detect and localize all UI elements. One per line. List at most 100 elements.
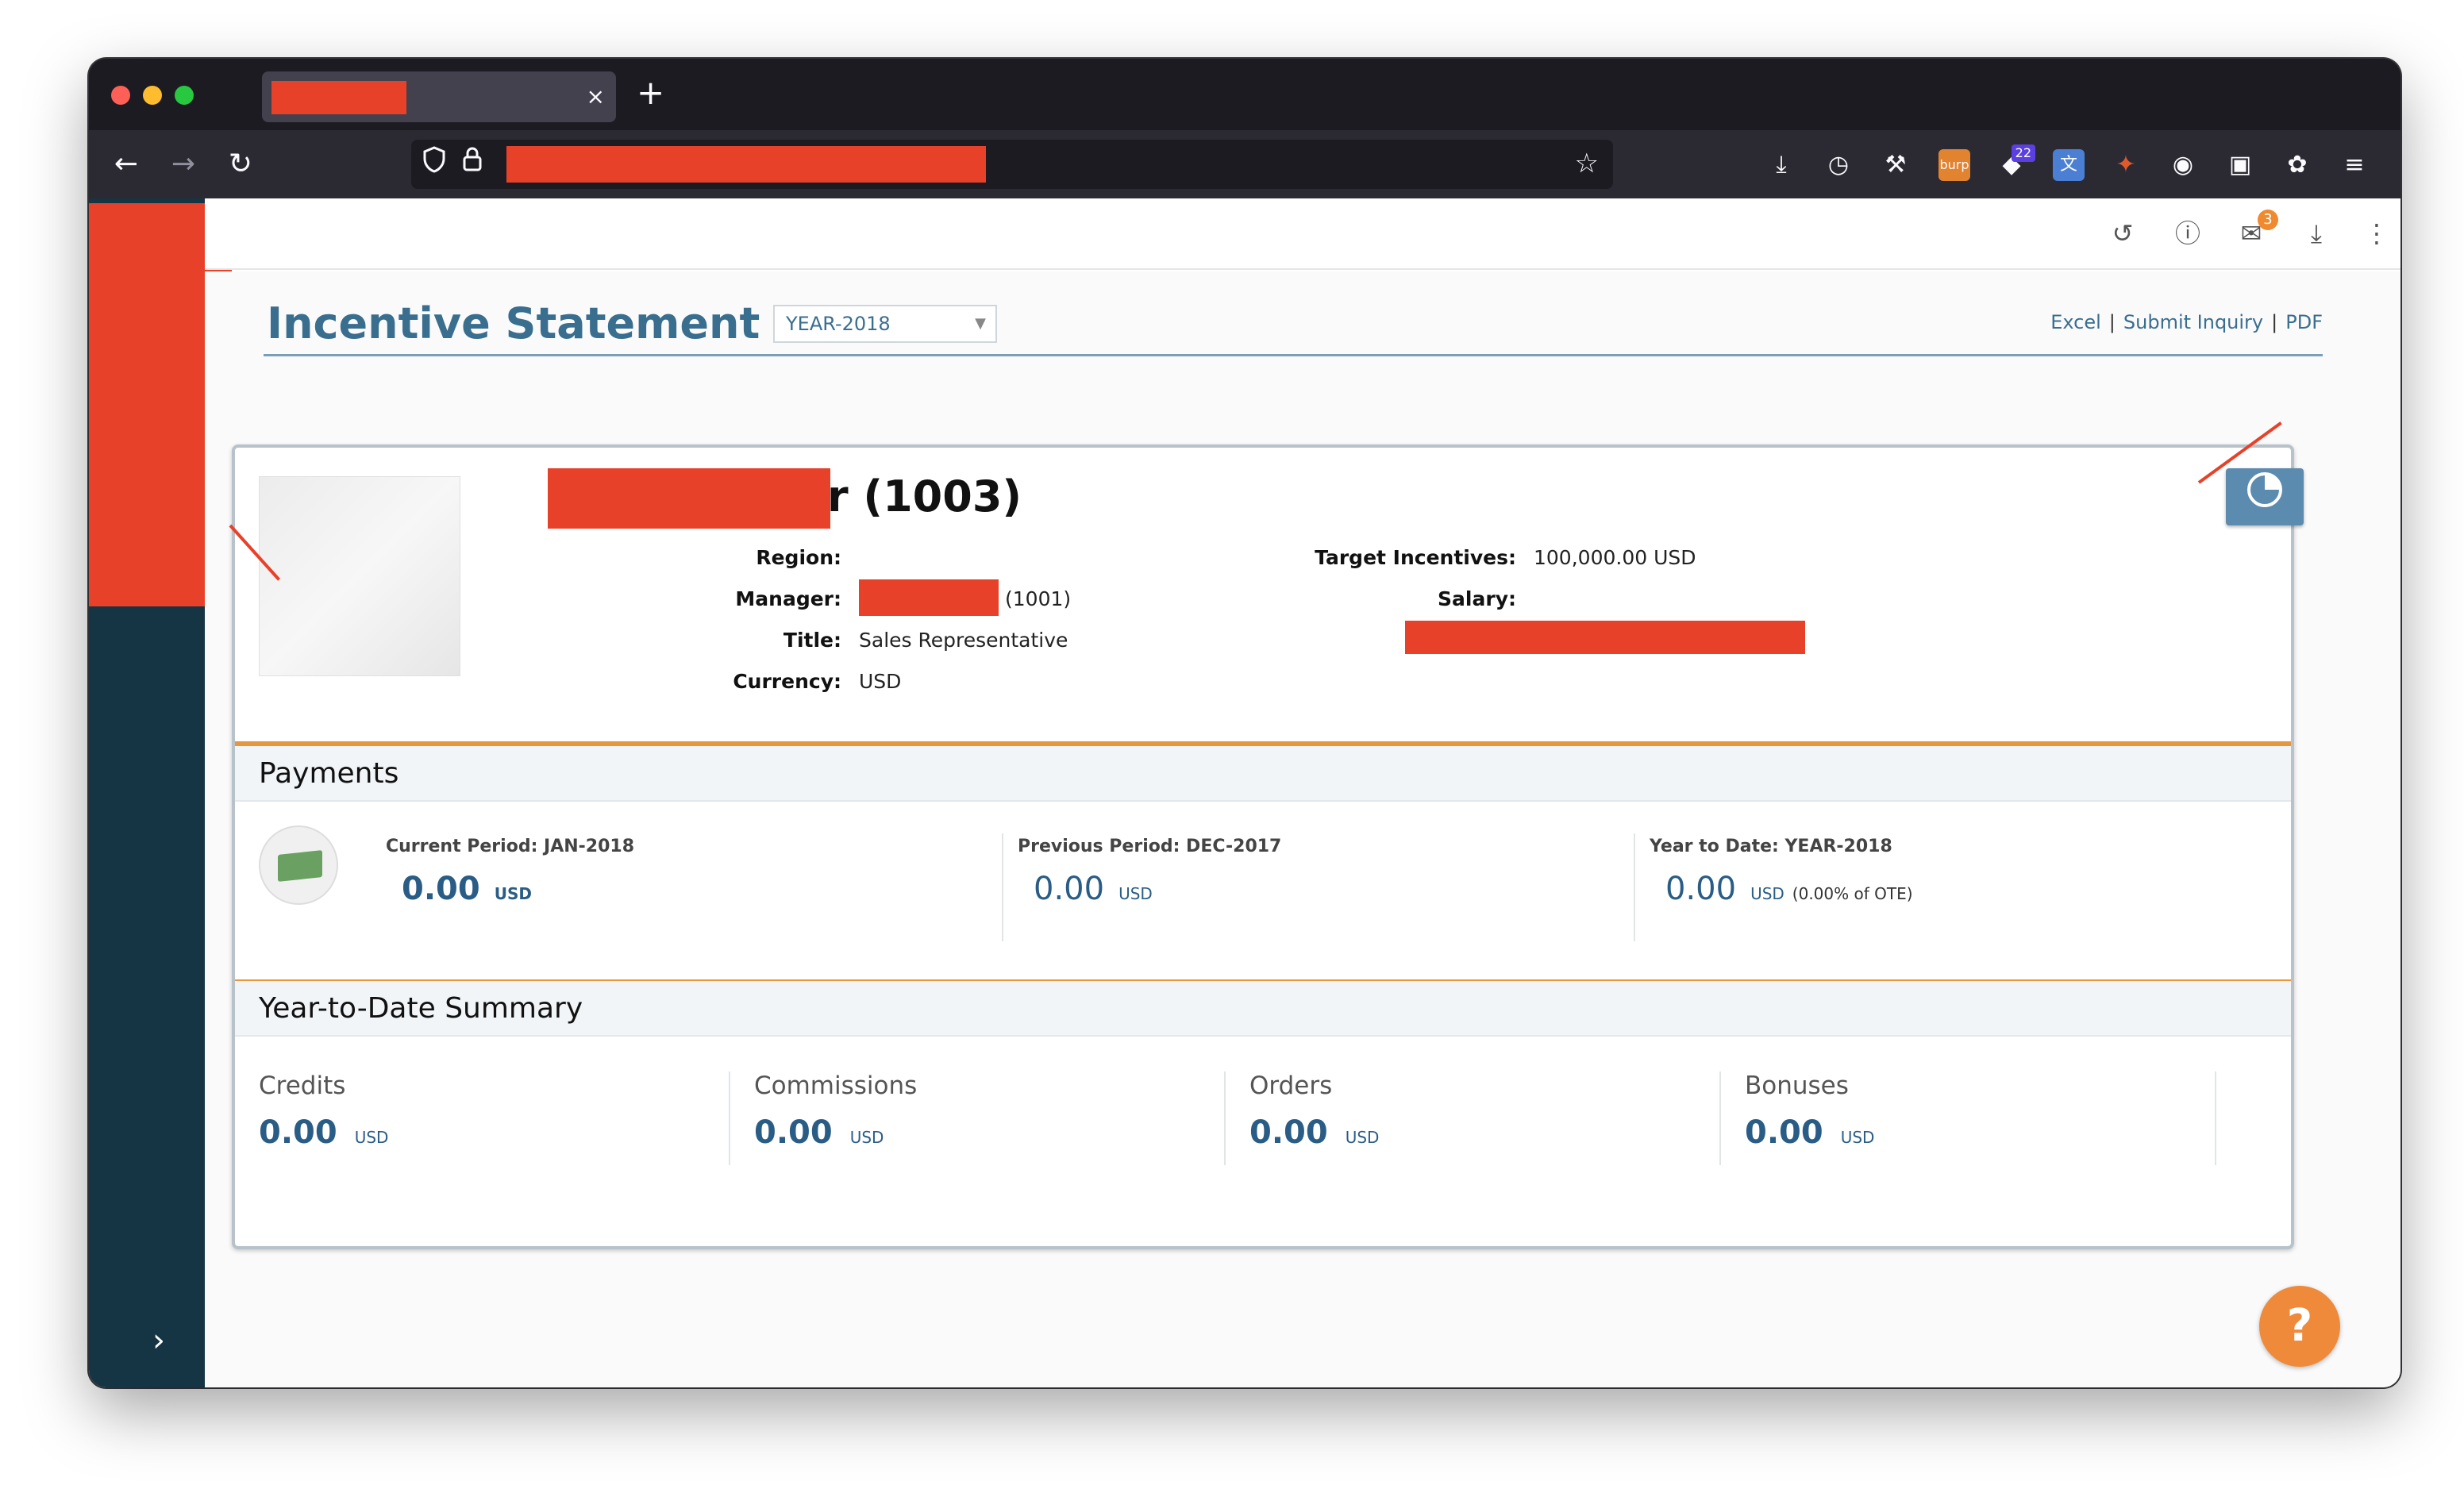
- separator: |: [2271, 311, 2278, 333]
- pdf-link[interactable]: PDF: [2285, 311, 2323, 333]
- payments-header: Payments: [235, 746, 2291, 802]
- manager-label: Manager:: [735, 587, 841, 610]
- salary-label: Salary:: [1438, 587, 1516, 610]
- tab-title-redacted: [271, 81, 406, 114]
- sidebar-expand-chevron-icon[interactable]: ›: [152, 1322, 165, 1359]
- burp-extension-icon[interactable]: burp: [1938, 149, 1970, 181]
- globe-icon[interactable]: ◉: [2172, 151, 2194, 179]
- previous-period-amount: 0.00 USD: [1034, 871, 1281, 907]
- target-incentives-label: Target Incentives:: [1315, 546, 1516, 569]
- commissions-value: 0.00: [754, 1114, 833, 1151]
- column-divider: [1719, 1072, 1721, 1165]
- bonuses-label: Bonuses: [1745, 1072, 1849, 1100]
- previous-period-value: 0.00: [1034, 871, 1105, 907]
- title-value: Sales Representative: [859, 629, 1068, 652]
- commissions-label: Commissions: [754, 1072, 918, 1100]
- column-divider: [1634, 833, 1635, 941]
- year-to-date-amount: 0.00 USD (0.00% of OTE): [1665, 871, 1913, 907]
- minimize-window-button[interactable]: [143, 86, 162, 105]
- hamburger-menu-icon[interactable]: ≡: [2344, 151, 2365, 179]
- mail-icon[interactable]: ✉ 3: [2235, 210, 2278, 249]
- bonuses-value: 0.00: [1745, 1114, 1823, 1151]
- payments-heading: Payments: [259, 757, 399, 790]
- screenshot-icon[interactable]: ▣: [2228, 151, 2252, 179]
- forward-button[interactable]: →: [171, 148, 196, 180]
- wrench-icon[interactable]: ⚒: [1885, 151, 1907, 179]
- nav-bar: ← → ↻ ☆ ⤓ ◷ ⚒ burp ◆ 22 文 ✦ ◉ ▣ ✿ ≡: [89, 130, 2400, 198]
- manager-name-redacted: [859, 579, 999, 616]
- download-icon[interactable]: ⤓: [2310, 218, 2323, 248]
- credits-currency: USD: [354, 1128, 389, 1147]
- excel-link[interactable]: Excel: [2050, 311, 2101, 333]
- page-title: Incentive Statement: [267, 298, 760, 348]
- pie-chart-icon: [2247, 472, 2282, 507]
- cookie-icon[interactable]: ✿: [2287, 151, 2308, 179]
- current-period-value: 0.00: [402, 871, 480, 907]
- downloads-icon[interactable]: ⤓: [1776, 151, 1787, 179]
- url-bar[interactable]: ☆: [411, 140, 1613, 189]
- year-to-date-currency: USD: [1750, 884, 1784, 903]
- bonuses-currency: USD: [1840, 1128, 1875, 1147]
- column-divider: [1002, 833, 1003, 941]
- chart-pie-button[interactable]: [2226, 468, 2304, 525]
- target-incentives-value: 100,000.00 USD: [1534, 546, 1696, 569]
- help-circle-icon[interactable]: ⓘ: [2174, 218, 2200, 248]
- salary-value-redacted: [1405, 621, 1805, 654]
- ytd-summary-heading: Year-to-Date Summary: [259, 992, 583, 1025]
- section-divider-orange: [235, 741, 2291, 746]
- orders-amount: 0.00 USD: [1249, 1114, 1379, 1151]
- bookmark-star-icon[interactable]: ☆: [1574, 148, 1599, 179]
- section-divider: [235, 979, 2291, 981]
- reload-button[interactable]: ↻: [228, 148, 253, 180]
- employee-photo: [259, 476, 460, 676]
- new-tab-button[interactable]: +: [637, 73, 665, 112]
- payments-money-icon: [259, 825, 338, 905]
- tab-close-icon[interactable]: ×: [586, 83, 605, 110]
- fox-extension-icon[interactable]: ✦: [2116, 151, 2136, 179]
- caret-down-icon: ▼: [975, 315, 986, 332]
- ytd-orders: Orders 0.00 USD: [1249, 1072, 1379, 1151]
- help-button[interactable]: ?: [2259, 1286, 2340, 1367]
- history-icon[interactable]: ↺: [2112, 218, 2134, 248]
- year-to-date-label: Year to Date: YEAR-2018: [1650, 837, 1892, 856]
- history-icon[interactable]: ◷: [1827, 151, 1850, 179]
- currency-value: USD: [859, 670, 902, 693]
- year-to-date-value: 0.00: [1665, 871, 1737, 907]
- extension-icon[interactable]: ◆ 22: [1996, 144, 2035, 181]
- previous-period-label: Previous Period: DEC-2017: [1018, 837, 1282, 856]
- browser-tab[interactable]: ×: [262, 71, 616, 122]
- back-button[interactable]: ←: [114, 148, 139, 180]
- close-window-button[interactable]: [111, 86, 130, 105]
- employee-id: r (1003): [827, 471, 1022, 521]
- statement-actions: Excel | Submit Inquiry | PDF: [2050, 311, 2323, 333]
- ytd-summary-header: Year-to-Date Summary: [235, 981, 2291, 1037]
- credits-value: 0.00: [259, 1114, 337, 1151]
- region-label: Region:: [756, 546, 841, 569]
- submit-inquiry-link[interactable]: Submit Inquiry: [2123, 311, 2264, 333]
- lock-icon[interactable]: [462, 146, 483, 183]
- currency-label: Currency:: [733, 670, 841, 693]
- bonuses-amount: 0.00 USD: [1745, 1114, 1874, 1151]
- current-period: Current Period: JAN-2018 0.00 USD: [386, 837, 634, 907]
- employee-name-redacted: [548, 468, 830, 529]
- maximize-window-button[interactable]: [175, 86, 194, 105]
- shield-icon[interactable]: [422, 146, 446, 184]
- commissions-currency: USD: [849, 1128, 884, 1147]
- column-divider: [2215, 1072, 2216, 1165]
- manager-id: (1001): [1005, 587, 1072, 610]
- title-bar: × +: [89, 59, 2400, 130]
- credits-amount: 0.00 USD: [259, 1114, 388, 1151]
- extension-badge: 22: [2011, 144, 2035, 162]
- mail-count-badge: 3: [2258, 210, 2278, 230]
- url-redacted: [506, 146, 986, 183]
- ytd-bonuses: Bonuses 0.00 USD: [1745, 1072, 1874, 1151]
- commissions-amount: 0.00 USD: [754, 1114, 917, 1151]
- apps-grid-icon[interactable]: ⋮⋮: [2364, 218, 2400, 248]
- ytd-commissions: Commissions 0.00 USD: [754, 1072, 917, 1151]
- translate-icon[interactable]: 文: [2053, 149, 2085, 181]
- current-period-label: Current Period: JAN-2018: [386, 837, 635, 856]
- orders-label: Orders: [1249, 1072, 1333, 1100]
- orders-currency: USD: [1345, 1128, 1380, 1147]
- title-divider: [264, 354, 2323, 356]
- year-select[interactable]: YEAR-2018 ▼: [773, 305, 997, 343]
